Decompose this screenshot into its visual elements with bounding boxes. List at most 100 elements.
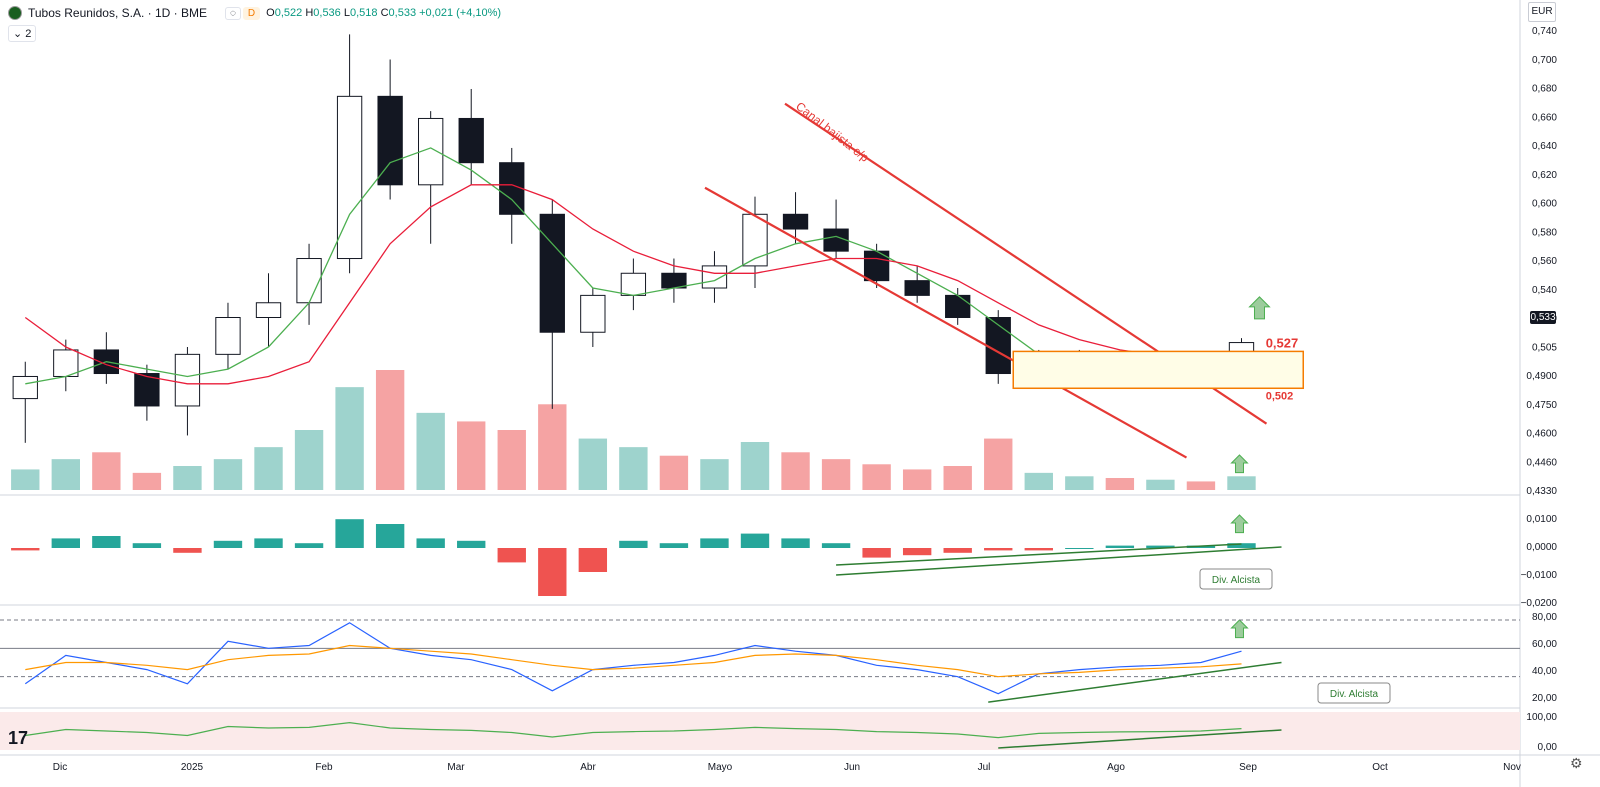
volume-bar [1024, 472, 1053, 490]
volume-arrow-icon [1230, 454, 1249, 474]
volume-bar [1065, 476, 1094, 490]
macd-hist-bar [497, 548, 526, 563]
volume-bar [700, 459, 729, 490]
rsi-tick-label: 60,00 [1532, 639, 1557, 650]
macd-hist-bar [173, 548, 202, 553]
channel-label: Canal bajista c/p [793, 99, 872, 165]
candle-body [53, 349, 79, 377]
macd-hist-bar [943, 548, 972, 553]
price-tick-label: 0,700 [1532, 55, 1557, 66]
macd-hist-bar [1146, 545, 1175, 548]
candle-body [823, 228, 849, 252]
volume-bar [781, 452, 810, 490]
candle-body [377, 95, 403, 186]
price-tick-label: 0,660 [1532, 112, 1557, 123]
ma-slow-line [24, 184, 1242, 385]
volume-bars [11, 370, 1256, 490]
macd-hist-bar [335, 519, 364, 548]
macd-arrow-icon [1230, 514, 1249, 534]
volume-bar [1146, 479, 1175, 490]
volume-bar [659, 455, 689, 490]
axes: 0,740 0,700 0,680 0,660 0,640 0,620 0,600 0,580… [53, 26, 1558, 773]
volume-bar [943, 466, 972, 490]
macd-hist-bar [213, 540, 243, 548]
macd-hist-bar [1105, 545, 1135, 548]
macd-hist-bar [740, 533, 770, 548]
macd-div-label: Div. Alcista [1212, 575, 1261, 586]
macd-hist-bar [132, 543, 162, 548]
volume-bar [740, 442, 770, 490]
osc-tick-label: 0,00 [1538, 742, 1558, 753]
interval-chip[interactable]: D [242, 6, 261, 20]
channel-lower-line [704, 186, 1188, 459]
price-tick-label: 0,4460 [1526, 457, 1557, 468]
price-tick-label: 0,680 [1532, 84, 1557, 95]
rsi-panel: Div. Alcista [0, 619, 1520, 704]
macd-hist-bar [902, 548, 932, 556]
price-tick-label: 0,580 [1532, 227, 1557, 238]
volume-bar [213, 459, 243, 490]
volume-bar [254, 447, 283, 490]
volume-bar [862, 464, 891, 490]
indicator-toggle[interactable]: ⌄ 2 [8, 25, 37, 42]
gear-icon[interactable]: ⚙ [1570, 755, 1583, 771]
chip-group: ◌ D [224, 6, 261, 20]
currency-button[interactable]: EUR [1528, 2, 1556, 22]
candle-body [458, 117, 484, 164]
macd-hist-bar [578, 548, 608, 572]
price-tick-label: 0,4600 [1526, 429, 1557, 440]
price-tick-label: 0,4330 [1526, 486, 1557, 497]
macd-div-label-box [1199, 568, 1273, 590]
price-tick-label: 0,600 [1532, 199, 1557, 210]
candle-body [499, 162, 525, 215]
chevron-down-icon: ⌄ [13, 28, 23, 40]
rsi-arrow-icon [1230, 619, 1249, 639]
macd-hist-bar [375, 524, 405, 548]
time-tick-label: Jul [978, 762, 991, 773]
volume-bar [578, 438, 608, 490]
macd-hist-bar [659, 543, 689, 548]
price-candles [12, 34, 1255, 443]
range-top-label: 0,527 [1266, 335, 1299, 350]
macd-hist-bar [700, 538, 729, 548]
price-tick-label: 0,4750 [1526, 400, 1557, 411]
time-tick-label: Sep [1239, 762, 1257, 773]
volume-bar [132, 472, 162, 490]
symbol-title[interactable]: Tubos Reunidos, S.A. · 1D · BME [28, 6, 207, 20]
candle-body [174, 353, 201, 407]
candle-body [215, 317, 241, 355]
time-tick-label: Jun [844, 762, 860, 773]
macd-tick-label: −0,0100 [1521, 570, 1558, 581]
rsi-line [24, 622, 1242, 695]
macd-hist-bar [984, 548, 1013, 551]
volume-bar [51, 459, 80, 490]
price-tick-label: 0,740 [1532, 26, 1557, 37]
candle-body [742, 213, 768, 267]
candle-body [985, 317, 1011, 375]
candle-body [904, 280, 930, 296]
price-tick-label: 0,4900 [1526, 371, 1557, 382]
price-tick-label: 0,620 [1532, 170, 1557, 181]
time-tick-label: Mayo [708, 762, 733, 773]
candle-body [296, 258, 322, 304]
volume-bar [1105, 478, 1135, 490]
macd-hist-bar [619, 540, 648, 548]
eye-icon[interactable]: ◌ [224, 6, 241, 20]
volume-bar [294, 430, 324, 490]
macd-tick-label: 0,0000 [1526, 542, 1557, 553]
candle-body [580, 294, 606, 333]
volume-bar [497, 430, 526, 490]
macd-tick-label: 0,0100 [1526, 514, 1557, 525]
osc-divergence-line [998, 729, 1282, 749]
macd-hist-bar [1065, 548, 1094, 549]
volume-bar [1227, 476, 1256, 490]
range-bottom-label: 0,502 [1266, 390, 1294, 402]
candle-body [255, 302, 282, 318]
tradingview-logo-icon[interactable]: 17 [8, 728, 29, 748]
candle-body [701, 265, 728, 289]
macd-hist-bar [416, 538, 445, 548]
macd-hist-bar [821, 543, 851, 548]
volume-bar [984, 438, 1013, 490]
volume-bar [902, 469, 932, 490]
